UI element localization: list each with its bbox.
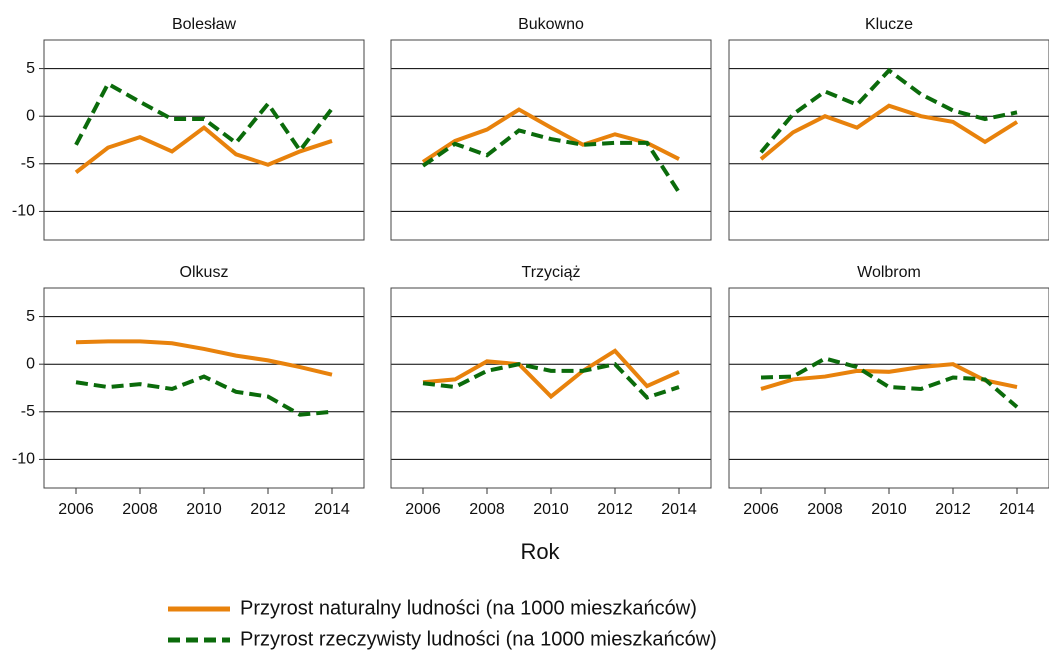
y-tick-label: -10 xyxy=(12,451,35,468)
x-tick-label: 2010 xyxy=(186,501,222,518)
x-tick-label: 2014 xyxy=(661,501,697,518)
data-line xyxy=(422,362,680,400)
panel-frame xyxy=(728,287,1049,489)
x-tick-label: 2012 xyxy=(935,501,971,518)
panel-frame xyxy=(390,287,712,489)
panel-frame xyxy=(43,287,365,489)
x-axis-label: Rok xyxy=(520,539,560,564)
y-tick-label: -5 xyxy=(21,155,35,172)
data-line xyxy=(760,356,1019,409)
x-tick-label: 2008 xyxy=(122,501,158,518)
y-tick-label: 5 xyxy=(26,60,35,77)
legend-label: Przyrost rzeczywisty ludności (na 1000 m… xyxy=(240,628,717,650)
x-tick-label: 2014 xyxy=(999,501,1035,518)
x-tick-label: 2012 xyxy=(250,501,286,518)
x-tick-label: 2006 xyxy=(58,501,94,518)
y-tick-label: -10 xyxy=(12,203,35,220)
x-tick-label: 2012 xyxy=(597,501,633,518)
panel-title: Klucze xyxy=(865,16,913,33)
panel-frame xyxy=(728,39,1049,241)
y-tick-label: 5 xyxy=(26,308,35,325)
legend-label: Przyrost naturalny ludności (na 1000 mie… xyxy=(240,597,697,619)
panel-frame xyxy=(43,39,365,241)
panel-frame xyxy=(390,39,712,241)
data-line xyxy=(74,81,334,154)
data-line xyxy=(75,374,333,417)
panel-title: Bukowno xyxy=(518,16,584,33)
x-tick-label: 2010 xyxy=(871,501,907,518)
y-tick-label: 0 xyxy=(26,355,35,372)
y-tick-label: -5 xyxy=(21,403,35,420)
panel-title: Trzyciąż xyxy=(522,264,581,281)
data-line xyxy=(760,362,1018,391)
data-line xyxy=(759,103,1019,161)
x-tick-label: 2014 xyxy=(314,501,350,518)
y-tick-label: 0 xyxy=(26,107,35,124)
panel-title: Olkusz xyxy=(180,264,229,281)
panel-title: Bolesław xyxy=(172,16,236,33)
data-line xyxy=(422,348,680,400)
panel-title: Wolbrom xyxy=(857,264,921,281)
x-tick-label: 2006 xyxy=(743,501,779,518)
x-tick-label: 2008 xyxy=(469,501,505,518)
data-line xyxy=(421,107,680,164)
data-line xyxy=(421,128,681,194)
x-tick-label: 2010 xyxy=(533,501,569,518)
x-tick-label: 2008 xyxy=(807,501,843,518)
x-tick-label: 2006 xyxy=(405,501,441,518)
data-line xyxy=(759,67,1018,154)
data-line xyxy=(75,339,333,377)
data-line xyxy=(74,125,333,174)
